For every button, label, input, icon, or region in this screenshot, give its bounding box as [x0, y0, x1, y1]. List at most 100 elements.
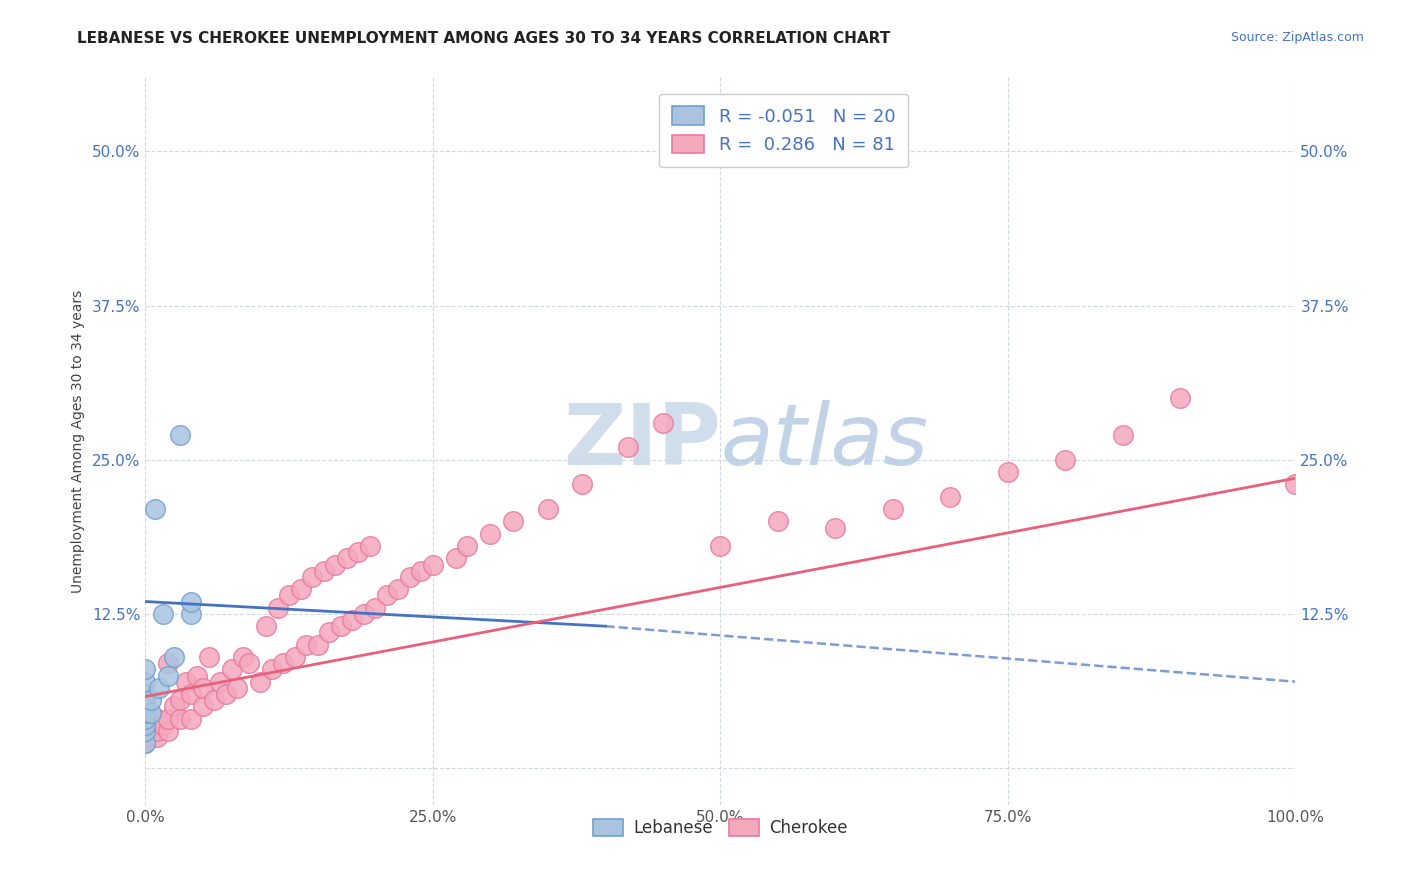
Point [364, 600, 387, 615]
Point [146, 730, 169, 744]
Point [163, 650, 186, 665]
Point [353, 607, 375, 621]
Text: atlas: atlas [720, 400, 928, 483]
Point [134, 718, 156, 732]
Point [375, 588, 398, 602]
Point [273, 656, 295, 670]
Point [882, 502, 904, 516]
Point [336, 551, 359, 566]
Point [359, 539, 381, 553]
Point [997, 465, 1019, 479]
Point [204, 693, 226, 707]
Point [284, 650, 307, 665]
Point [169, 693, 191, 707]
Point [134, 712, 156, 726]
Point [422, 558, 444, 572]
Point [399, 570, 422, 584]
Point [456, 539, 478, 553]
Text: Source: ZipAtlas.com: Source: ZipAtlas.com [1230, 31, 1364, 45]
Point [312, 564, 335, 578]
Point [267, 600, 290, 615]
Point [134, 718, 156, 732]
Point [652, 416, 675, 430]
Point [260, 662, 283, 676]
Point [191, 681, 214, 695]
Point [146, 724, 169, 739]
Point [134, 724, 156, 739]
Point [617, 441, 640, 455]
Point [1112, 428, 1135, 442]
Point [134, 736, 156, 750]
Point [152, 607, 174, 621]
Point [180, 594, 202, 608]
Point [766, 515, 789, 529]
Point [479, 526, 502, 541]
Point [180, 687, 202, 701]
Point [221, 662, 243, 676]
Point [157, 656, 180, 670]
Point [1054, 452, 1077, 467]
Y-axis label: Unemployment Among Ages 30 to 34 years: Unemployment Among Ages 30 to 34 years [72, 290, 86, 593]
Point [157, 712, 180, 726]
Point [232, 650, 254, 665]
Point [238, 656, 260, 670]
Point [537, 502, 560, 516]
Text: ZIP: ZIP [562, 400, 720, 483]
Point [134, 706, 156, 720]
Point [249, 674, 271, 689]
Point [444, 551, 467, 566]
Point [278, 588, 301, 602]
Text: LEBANESE VS CHEROKEE UNEMPLOYMENT AMONG AGES 30 TO 34 YEARS CORRELATION CHART: LEBANESE VS CHEROKEE UNEMPLOYMENT AMONG … [77, 31, 890, 46]
Point [152, 718, 174, 732]
Point [254, 619, 277, 633]
Point [1284, 477, 1306, 491]
Point [824, 520, 846, 534]
Point [163, 699, 186, 714]
Point [134, 730, 156, 744]
Point [502, 515, 524, 529]
Point [169, 428, 191, 442]
Point [215, 687, 238, 701]
Point [169, 712, 191, 726]
Point [141, 693, 163, 707]
Point [295, 638, 318, 652]
Point [141, 706, 163, 720]
Point [157, 668, 180, 682]
Point [387, 582, 409, 597]
Point [134, 674, 156, 689]
Point [1170, 391, 1192, 405]
Point [197, 650, 219, 665]
Point [134, 706, 156, 720]
Point [186, 668, 208, 682]
Point [330, 619, 353, 633]
Point [174, 674, 197, 689]
Point [342, 613, 364, 627]
Point [157, 724, 180, 739]
Point [134, 724, 156, 739]
Point [134, 699, 156, 714]
Point [301, 570, 323, 584]
Point [709, 539, 731, 553]
Point [134, 736, 156, 750]
Point [411, 564, 433, 578]
Point [226, 681, 249, 695]
Point [180, 607, 202, 621]
Point [134, 662, 156, 676]
Point [307, 638, 329, 652]
Point [290, 582, 312, 597]
Point [146, 712, 169, 726]
Point [571, 477, 593, 491]
Point [134, 687, 156, 701]
Point [143, 502, 166, 516]
Point [323, 558, 346, 572]
Point [347, 545, 370, 559]
Point [148, 681, 170, 695]
Point [939, 490, 962, 504]
Point [191, 699, 214, 714]
Point [180, 712, 202, 726]
Point [318, 625, 340, 640]
Point [134, 712, 156, 726]
Point [134, 693, 156, 707]
Legend: Lebanese, Cherokee: Lebanese, Cherokee [586, 813, 855, 844]
Point [209, 674, 232, 689]
